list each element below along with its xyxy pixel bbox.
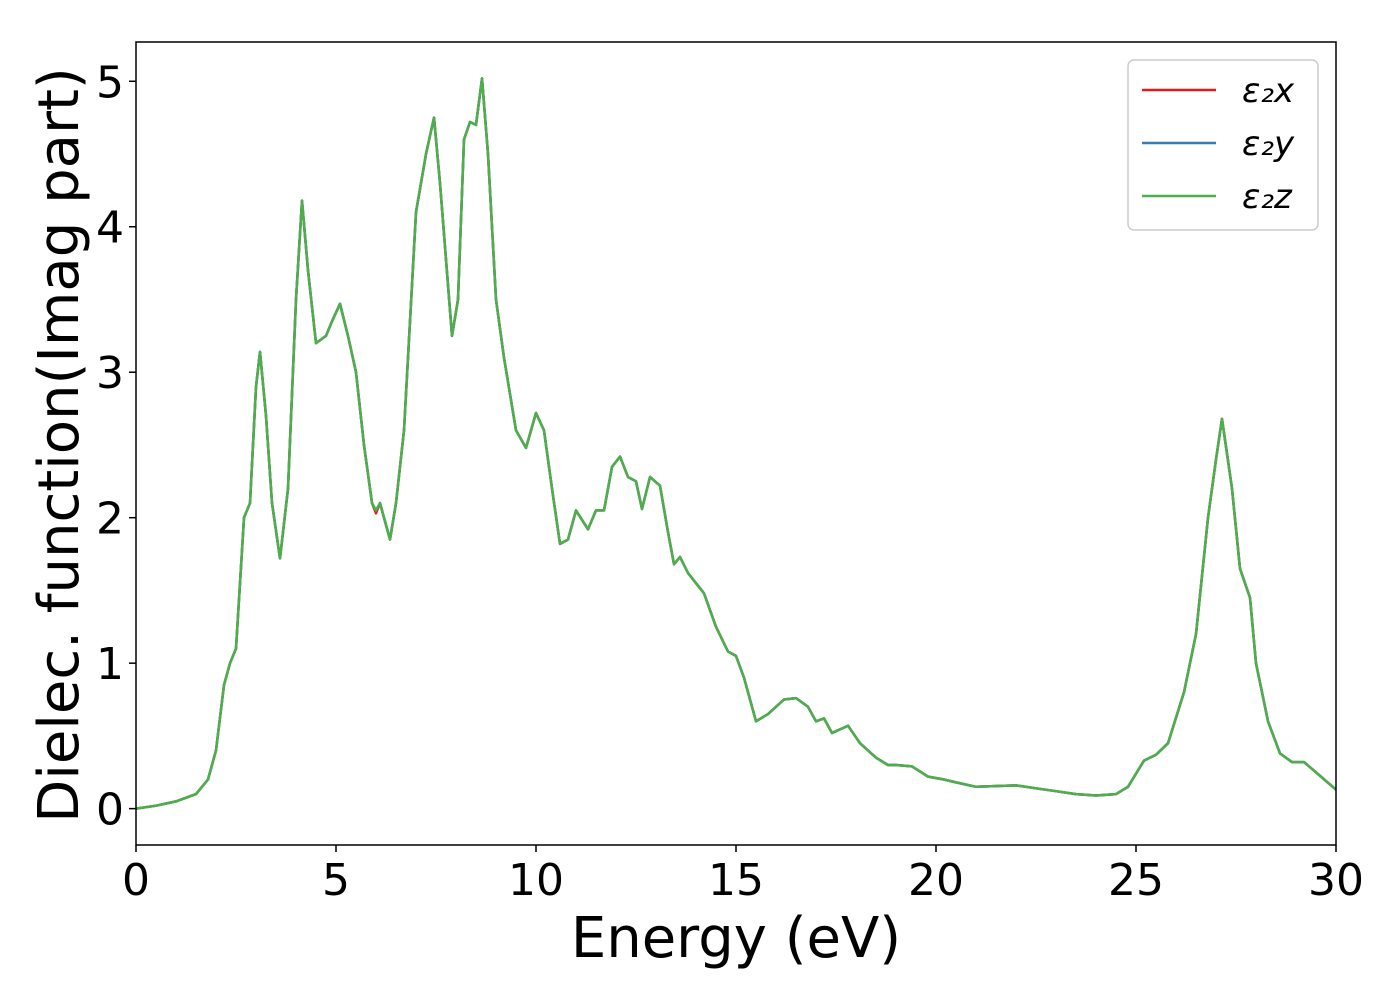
x-tick-label: 30 xyxy=(1308,855,1364,906)
legend-box xyxy=(1127,59,1319,231)
x-tick-label: 20 xyxy=(908,855,964,906)
x-axis-label: Energy (eV) xyxy=(571,906,901,971)
x-tick-label: 0 xyxy=(122,855,150,906)
y-tick-label: 3 xyxy=(96,348,124,399)
legend-label: ε₂y xyxy=(1242,124,1295,164)
x-tick-label: 5 xyxy=(322,855,350,906)
y-tick-label: 1 xyxy=(96,639,124,690)
x-tick-label: 15 xyxy=(708,855,764,906)
y-tick-label: 2 xyxy=(96,494,124,545)
x-tick-label: 10 xyxy=(508,855,564,906)
y-axis-label: Dielec. function(Imag part) xyxy=(27,67,92,823)
legend-label: ε₂x xyxy=(1242,71,1295,111)
plot-frame xyxy=(135,41,1337,846)
x-tick-label: 25 xyxy=(1108,855,1164,906)
y-tick-label: 5 xyxy=(96,57,124,108)
y-tick-label: 0 xyxy=(96,785,124,836)
data-line xyxy=(136,77,1336,810)
y-tick-label: 4 xyxy=(96,203,124,254)
legend-label: ε₂z xyxy=(1242,177,1293,217)
